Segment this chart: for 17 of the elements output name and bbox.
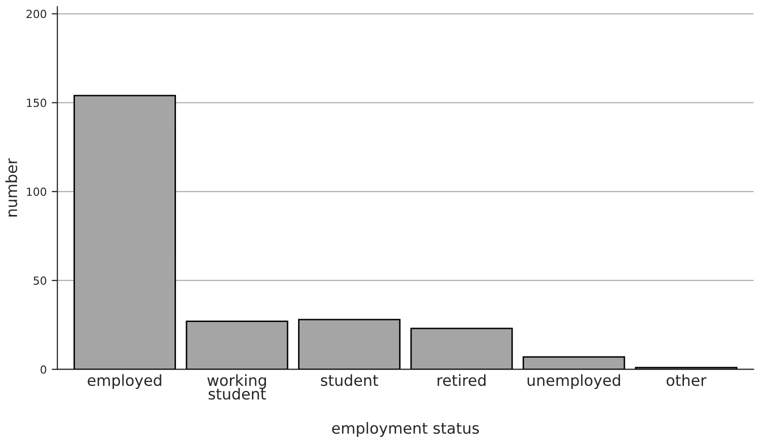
bar [298,318,401,370]
y-tick-label: 200 [26,10,46,18]
x-tick-label: unemployed [528,374,620,389]
x-tick-label: other [666,374,707,386]
bar [410,328,513,370]
y-tick-label: 50 [34,276,46,285]
bar [522,356,626,370]
x-tick-label: employed [88,374,162,389]
x-tick-label: student [320,374,378,386]
bar [186,320,288,370]
y-tick-label: 150 [26,98,46,108]
x-axis-title: employment status [332,422,479,437]
y-axis-title: number [5,158,18,216]
y-tick-label: 100 [26,188,46,196]
y-tick-label: 0 [40,365,46,374]
x-tick-label: working student [207,374,266,400]
x-tick-label: retired [438,374,486,386]
